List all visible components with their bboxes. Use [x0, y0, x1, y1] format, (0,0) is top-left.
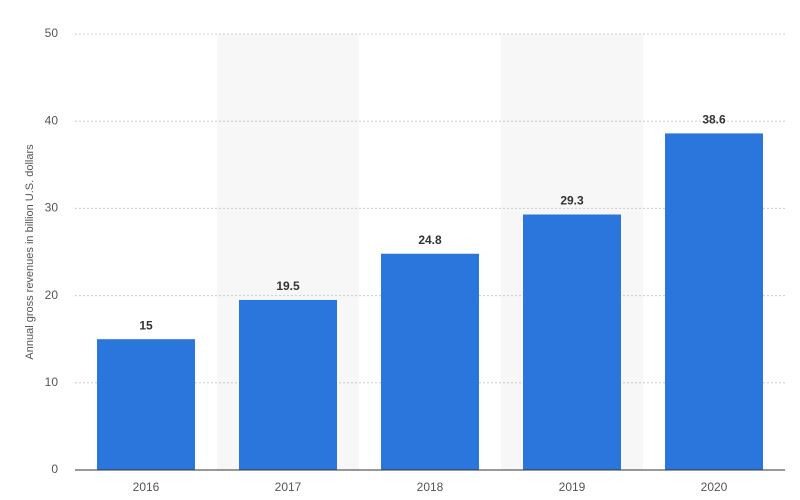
value-label: 29.3 [560, 194, 584, 208]
x-tick-label: 2019 [559, 480, 586, 494]
x-tick-label: 2018 [417, 480, 444, 494]
y-tick-label: 50 [45, 26, 59, 40]
bar [97, 339, 195, 470]
y-tick-label: 20 [45, 288, 59, 302]
bar [523, 214, 621, 470]
value-label: 15 [139, 318, 153, 332]
bar [665, 133, 763, 470]
x-tick-label: 2016 [133, 480, 160, 494]
y-axis-title: Annual gross revenues in billion U.S. do… [24, 144, 36, 360]
y-tick-label: 10 [45, 375, 59, 389]
x-tick-label: 2020 [701, 480, 728, 494]
y-tick-label: 30 [45, 201, 59, 215]
bar [381, 253, 479, 470]
x-tick-label: 2017 [275, 480, 302, 494]
y-tick-label: 40 [45, 113, 59, 127]
bar [239, 299, 337, 470]
y-tick-label: 0 [51, 462, 58, 476]
value-label: 38.6 [702, 113, 726, 127]
value-label: 24.8 [418, 233, 442, 247]
value-label: 19.5 [276, 279, 300, 293]
